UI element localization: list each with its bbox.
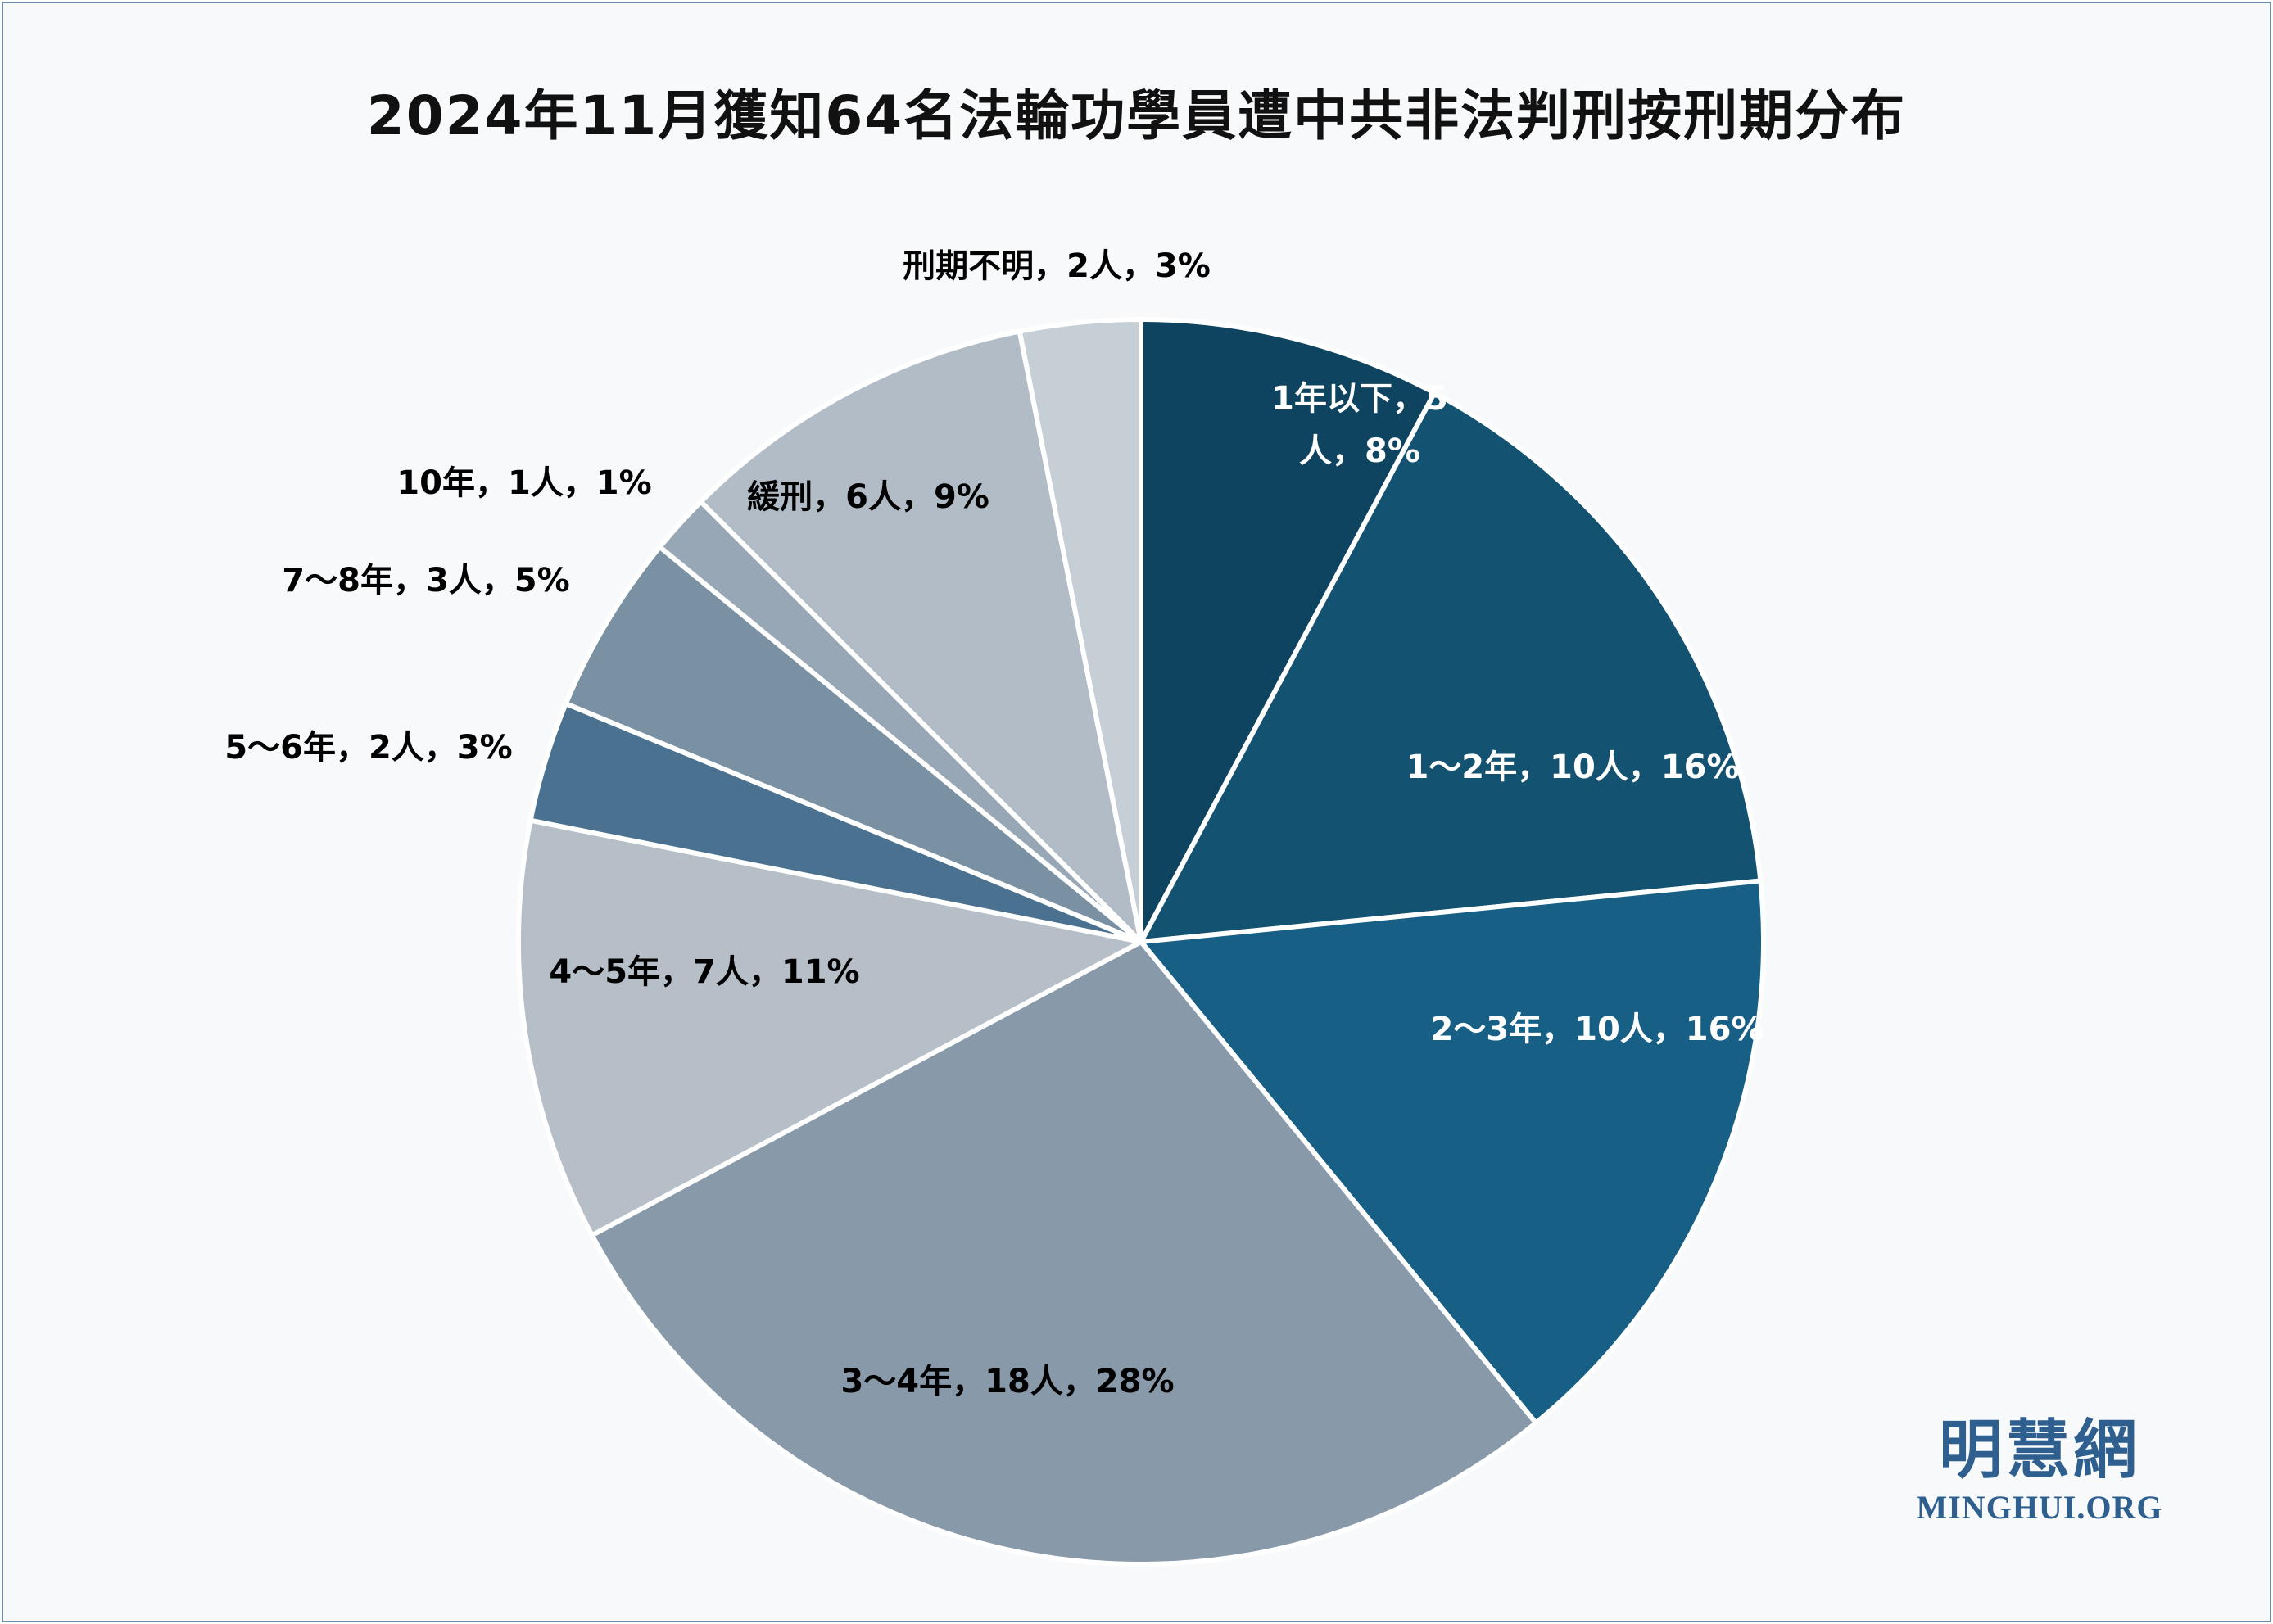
slice-label-2: 1～2年，10人，16% [1406,749,1739,786]
watermark-english: MINGHUI.ORG [1916,1489,2163,1526]
pie-slice-7 [563,544,1143,944]
slice-label-1: 1年以下，5 人，8% [1271,380,1448,470]
slice-label-4: 3～4年，18人，28% [840,1363,1174,1400]
watermark-chinese: 明慧網 [1938,1413,2140,1487]
pie-slice-1 [1139,317,1438,944]
pie-slice-3 [1139,878,1766,1426]
slice-label-8: 10年，1人，1% [396,464,651,502]
pie-slice-9 [698,328,1143,944]
slice-label-10: 刑期不明，2人，3% [903,247,1211,285]
slice-label-5: 4～5年，7人，11% [549,953,859,991]
pie-slice-10 [1017,317,1143,944]
slice-label-7: 7～8年，3人，5% [282,562,569,599]
slice-label-6: 5～6年，2人，3% [224,729,512,767]
minghui-watermark: 明慧網 MINGHUI.ORG [1900,1413,2179,1527]
slice-label-3: 2～3年，10人，16% [1430,1011,1764,1048]
chart-title: 2024年11月獲知64名法輪功學員遭中共非法判刑按刑期分布 [366,84,1907,147]
pie-slice-2 [1139,390,1764,944]
slice-label-9: 緩刑，6人，9% [747,478,989,516]
pie-slice-5 [516,817,1143,1238]
pie-slice-4 [589,939,1539,1567]
